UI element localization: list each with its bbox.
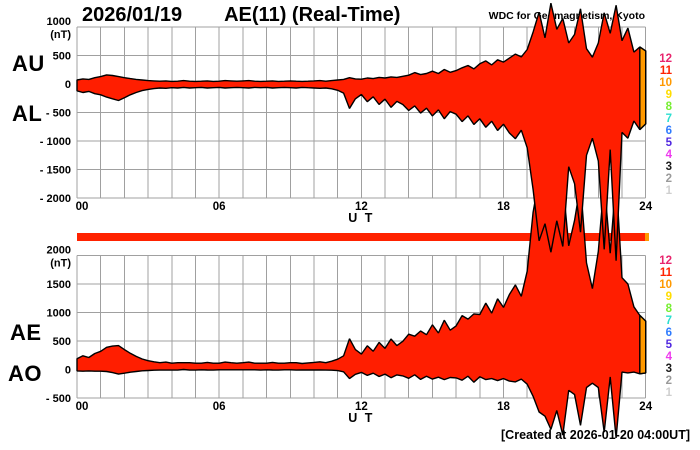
x-tick-label: 24 [639,201,652,213]
panel-label-ae: AE [10,320,42,345]
y-tick-label: 2000 [47,245,71,257]
y-tick-label: 500 [53,336,71,348]
y-tick-label: - 500 [46,393,71,405]
x-tick-label: 06 [213,401,226,413]
y-tick-label: 500 [53,51,71,63]
y-tick-label: 1500 [47,279,71,291]
y-tick-label: - 2000 [40,193,71,205]
y-tick-label: 0 [65,365,71,377]
x-tick-label: 18 [497,401,510,413]
y-tick-label: 1000 [47,308,71,320]
y-tick-label: 1000 [47,16,71,28]
x-tick-label: 00 [76,401,89,413]
x-tick-label: 12 [355,201,368,213]
created-at-note: [Created at 2026-01-20 04:00UT] [501,428,690,442]
panel-label-au: AU [12,51,45,76]
band-end-segment [639,46,647,131]
y-tick-label: 0 [65,79,71,91]
y-tick-label: - 1000 [40,136,71,148]
station-count-bar-tip [645,233,649,241]
y-axis-unit: (nT) [50,258,71,270]
y-axis-unit: (nT) [50,29,71,41]
header: 2026/01/19 AE(11) (Real-Time) [82,4,400,27]
x-tick-label: 24 [639,401,652,413]
x-axis-label: U T [348,411,374,425]
plot-date: 2026/01/19 [82,4,183,26]
y-tick-label: - 1500 [40,165,71,177]
x-tick-label: 06 [213,201,226,213]
station-count-bar [77,233,649,241]
x-tick-label: 12 [355,401,368,413]
x-tick-label: 18 [497,201,510,213]
x-axis-label: U T [348,211,374,225]
plot-title: AE(11) (Real-Time) [224,4,401,26]
x-tick-label: 00 [76,201,89,213]
y-tick-label: - 500 [46,108,71,120]
band-end-segment [639,314,647,375]
panel-label-ao: AO [8,361,42,386]
panel-label-al: AL [12,101,43,126]
